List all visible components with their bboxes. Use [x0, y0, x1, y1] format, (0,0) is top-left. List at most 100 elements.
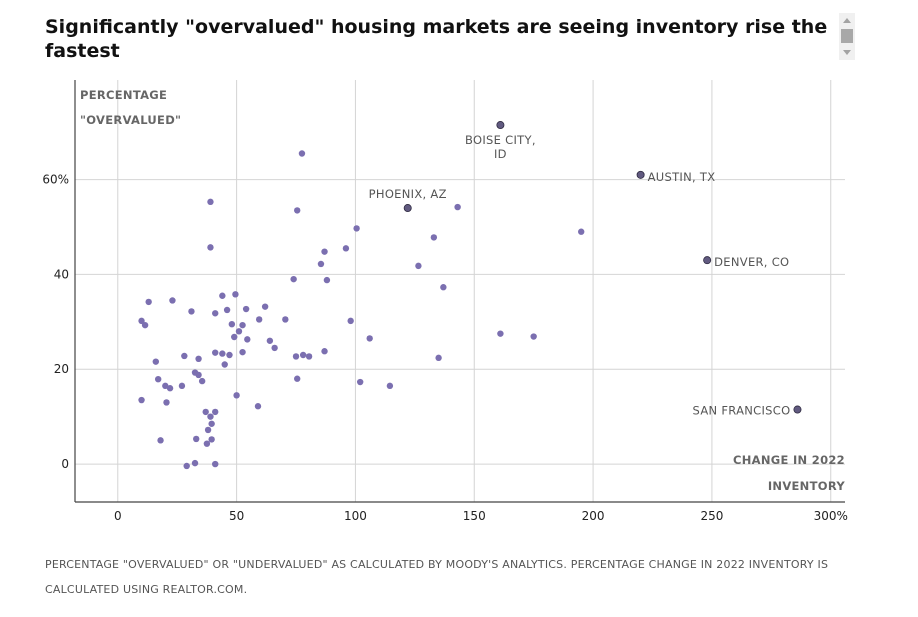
y-tick-label-1: 20 — [54, 362, 69, 376]
data-point-33 — [244, 336, 251, 343]
point-annotation-4-0: SAN FRANCISCO — [693, 404, 791, 418]
highlighted-point-4 — [793, 405, 802, 414]
data-point-21 — [223, 306, 231, 314]
data-point-4 — [353, 225, 360, 232]
data-point-50 — [305, 353, 313, 360]
data-point-24 — [255, 316, 263, 323]
data-point-42 — [219, 350, 226, 357]
data-point-9 — [430, 234, 438, 241]
data-point-13 — [323, 276, 331, 284]
data-point-0 — [298, 150, 306, 157]
data-point-10 — [317, 260, 325, 268]
data-point-3 — [454, 203, 461, 211]
data-point-53 — [195, 371, 202, 379]
y-tick-label-0: 0 — [61, 457, 69, 471]
y-tick-label-2: 40 — [54, 267, 69, 281]
data-point-51 — [435, 354, 442, 362]
data-point-28 — [141, 321, 149, 329]
data-point-57 — [166, 385, 174, 392]
data-point-5 — [578, 228, 585, 235]
data-point-1 — [207, 198, 214, 206]
data-point-17 — [145, 298, 152, 306]
data-point-20 — [242, 305, 250, 313]
data-point-16 — [219, 292, 226, 299]
data-point-19 — [261, 303, 269, 310]
highlighted-point-1 — [636, 170, 645, 179]
data-point-55 — [154, 375, 162, 383]
data-point-71 — [157, 437, 164, 444]
data-point-6 — [207, 244, 214, 251]
x-tick-label-5: 250 — [700, 509, 723, 523]
data-point-64 — [233, 392, 240, 399]
data-point-14 — [440, 284, 447, 291]
x-tick-label-1: 50 — [229, 509, 244, 523]
data-point-77 — [212, 460, 219, 468]
data-point-32 — [231, 333, 238, 341]
point-annotation-1-0: AUSTIN, TX — [648, 170, 716, 184]
point-annotation-3-0: DENVER, CO — [714, 255, 789, 269]
scroll-up-arrow-icon[interactable] — [843, 18, 851, 23]
chart-footnote: PERCENTAGE "OVERVALUED" OR "UNDERVALUED"… — [45, 558, 829, 596]
data-point-61 — [386, 382, 394, 390]
scroll-down-arrow-icon[interactable] — [843, 50, 851, 55]
data-point-67 — [212, 408, 219, 416]
data-point-56 — [162, 382, 169, 390]
data-point-41 — [212, 349, 219, 356]
data-point-26 — [347, 317, 354, 325]
data-point-65 — [254, 403, 262, 410]
point-annotation-2-0: PHOENIX, AZ — [369, 187, 447, 201]
data-point-69 — [208, 420, 215, 427]
x-axis-title-line-1: CHANGE IN 2022 — [733, 453, 845, 467]
data-point-34 — [266, 337, 274, 344]
data-point-27 — [138, 317, 145, 325]
data-point-58 — [178, 382, 186, 390]
x-axis-ticks: 0 50 100 150 200 250 300% — [114, 509, 848, 523]
data-point-49 — [299, 351, 307, 359]
data-point-54 — [198, 377, 206, 385]
grid-lines — [75, 80, 845, 502]
x-tick-label-2: 100 — [344, 509, 367, 523]
data-point-15 — [232, 291, 239, 298]
point-annotation-0-1: ID — [494, 147, 507, 161]
data-point-30 — [239, 321, 246, 329]
data-point-35 — [366, 335, 373, 342]
y-axis-title-line-1: PERCENTAGE — [80, 88, 167, 102]
data-point-44 — [221, 361, 228, 368]
y-tick-label-3: 60% — [42, 173, 69, 187]
x-tick-label-0: 0 — [114, 509, 122, 523]
data-point-45 — [181, 352, 188, 360]
data-point-38 — [271, 344, 278, 352]
data-point-39 — [239, 348, 246, 356]
data-point-43 — [226, 351, 233, 359]
data-point-74 — [208, 436, 215, 443]
data-point-31 — [235, 328, 243, 335]
data-point-68 — [207, 413, 214, 420]
x-axis-title-line-2: INVENTORY — [768, 479, 846, 493]
chart-title: Significantly "overvalued" housing marke… — [45, 16, 828, 62]
data-point-70 — [204, 426, 212, 434]
data-point-73 — [203, 440, 211, 447]
scrollbar-thumb[interactable] — [841, 29, 853, 43]
data-point-62 — [138, 396, 145, 404]
x-tick-label-4: 200 — [582, 509, 605, 523]
data-point-29 — [228, 320, 236, 328]
data-point-18 — [169, 297, 176, 304]
y-axis-title-line-2: "OVERVALUED" — [80, 113, 181, 127]
data-point-12 — [290, 275, 297, 283]
data-point-76 — [183, 462, 190, 470]
data-point-63 — [163, 399, 170, 406]
x-tick-label-3: 150 — [463, 509, 486, 523]
data-point-72 — [193, 435, 200, 443]
data-point-75 — [191, 459, 199, 467]
data-point-7 — [342, 245, 350, 252]
data-point-47 — [152, 358, 160, 365]
y-axis-ticks: 0 20 40 60% — [42, 173, 69, 471]
data-point-8 — [321, 248, 328, 255]
highlighted-points: BOISE CITY,ID AUSTIN, TX PHOENIX, AZ DENVER… — [369, 121, 802, 418]
data-point-40 — [321, 348, 328, 355]
data-point-48 — [292, 353, 300, 360]
vertical-scrollbar[interactable] — [839, 13, 855, 60]
data-point-37 — [530, 333, 537, 340]
data-point-22 — [188, 308, 195, 315]
